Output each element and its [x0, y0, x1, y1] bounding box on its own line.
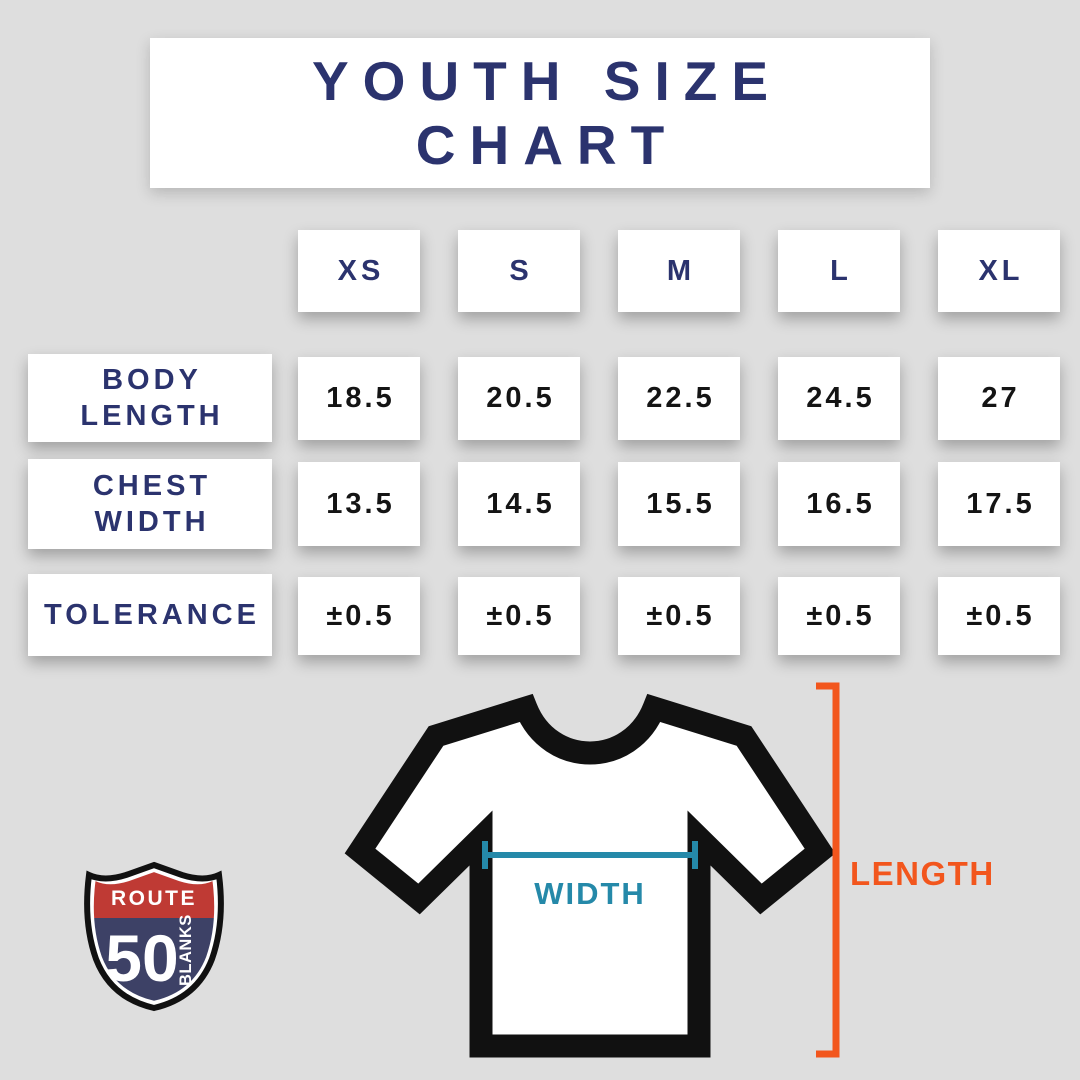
length-label: LENGTH — [850, 855, 995, 892]
tolerance-s: ±0.5 — [458, 577, 580, 655]
body-length-s: 20.5 — [458, 357, 580, 440]
tshirt-outline-icon — [344, 693, 836, 1058]
length-measure-bracket: LENGTH — [816, 682, 995, 1058]
tolerance-l: ±0.5 — [778, 577, 900, 655]
tolerance-xl: ±0.5 — [938, 577, 1060, 655]
width-label: WIDTH — [534, 876, 646, 911]
row-label-text: TOLERANCE — [44, 599, 260, 631]
row-label-tolerance: TOLERANCE — [28, 574, 272, 656]
row-label-text: LENGTH — [80, 400, 224, 432]
size-header-xl: XL — [938, 230, 1060, 312]
chest-width-s: 14.5 — [458, 462, 580, 546]
body-length-xl: 27 — [938, 357, 1060, 440]
size-header-l: L — [778, 230, 900, 312]
tshirt-diagram: WIDTH — [344, 693, 836, 1058]
row-label-text: WIDTH — [94, 506, 210, 538]
chest-width-l: 16.5 — [778, 462, 900, 546]
row-label-chest-width: CHEST WIDTH — [28, 459, 272, 549]
page-title-line-2: CHART — [415, 114, 679, 176]
page-title-line-1: YOUTH SIZE — [311, 50, 783, 112]
length-bracket-icon — [816, 682, 840, 1058]
chest-width-xs: 13.5 — [298, 462, 420, 546]
chest-width-m: 15.5 — [618, 462, 740, 546]
tolerance-xs: ±0.5 — [298, 577, 420, 655]
size-header-m: M — [618, 230, 740, 312]
size-header-s: S — [458, 230, 580, 312]
route-50-blanks-logo: ROUTE 50 BLANKS — [84, 861, 224, 1012]
chest-width-xl: 17.5 — [938, 462, 1060, 546]
logo-route-text: ROUTE — [111, 887, 197, 910]
width-measure-arrow — [482, 841, 698, 869]
title-box: YOUTH SIZE CHART — [150, 38, 930, 188]
logo-number-text: 50 — [105, 921, 178, 995]
body-length-m: 22.5 — [618, 357, 740, 440]
row-label-body-length: BODY LENGTH — [28, 354, 272, 442]
row-label-text: BODY — [102, 364, 202, 396]
body-length-xs: 18.5 — [298, 357, 420, 440]
size-header-xs: XS — [298, 230, 420, 312]
logo-blanks-text: BLANKS — [177, 914, 195, 986]
tolerance-m: ±0.5 — [618, 577, 740, 655]
body-length-l: 24.5 — [778, 357, 900, 440]
row-label-text: CHEST — [92, 470, 212, 502]
